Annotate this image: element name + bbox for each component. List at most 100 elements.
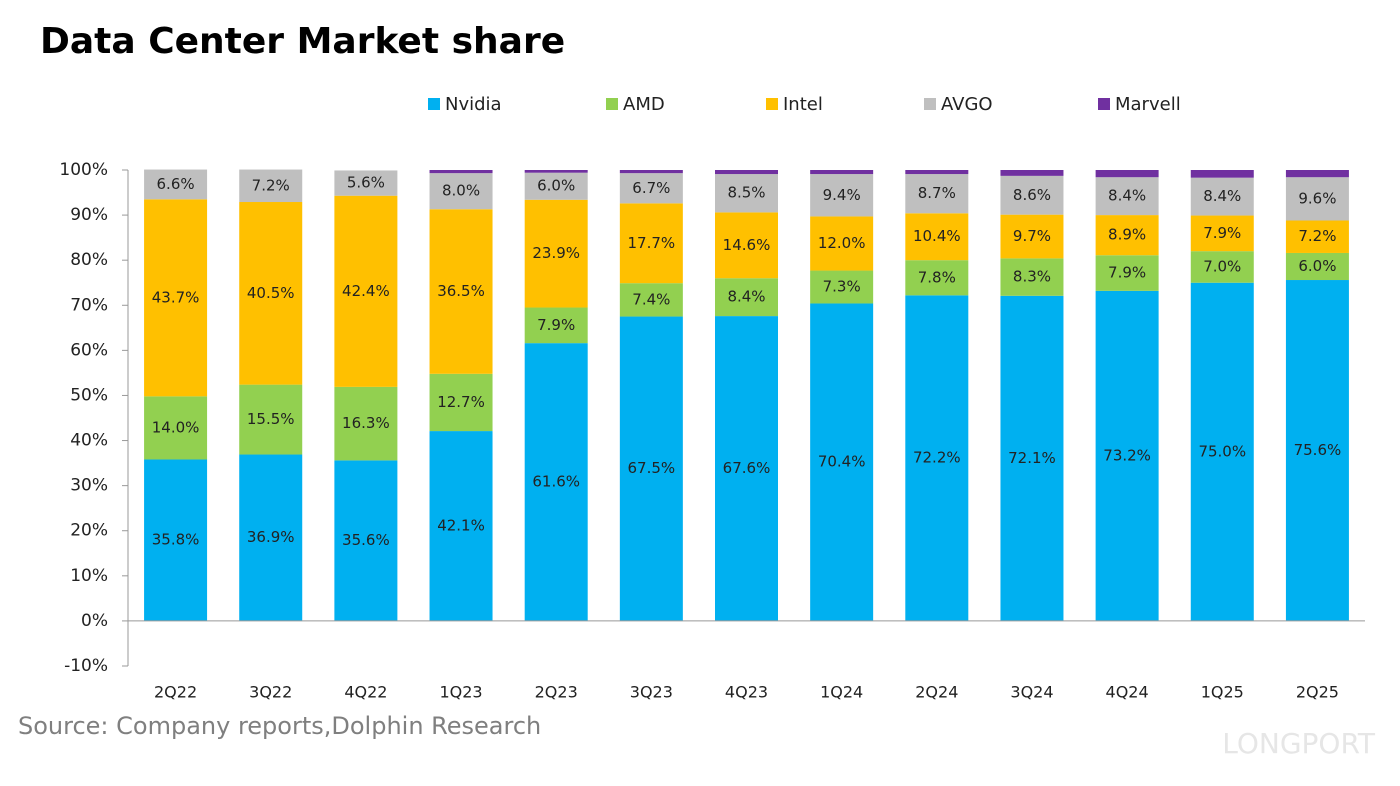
y-tick-label: 40% [70,431,108,451]
bar-segment [905,260,969,296]
x-tick-label: 1Q23 [439,683,482,702]
legend-label: Marvell [1115,94,1181,115]
data-label: 7.2% [1298,227,1336,245]
legend-swatch [924,98,936,110]
legend-label: Nvidia [445,94,502,115]
bar-segment [1095,255,1159,291]
bar-segment [1285,177,1349,221]
bar-segment [1190,251,1254,283]
data-label: 35.6% [342,531,390,549]
bar-segment [810,303,874,621]
y-tick-label: 60% [70,340,108,360]
bar-segment [1095,170,1159,178]
bar-segment [239,454,303,621]
legend-swatch [606,98,618,110]
bar-segment [1190,177,1254,216]
data-label: 9.6% [1298,189,1336,207]
data-label: 7.9% [1108,264,1146,282]
data-label: 36.9% [247,528,295,546]
data-label: 7.4% [632,290,670,308]
chart-title: Data Center Market share [40,21,565,62]
bar-segment [1000,214,1064,259]
x-tick-label: 4Q23 [725,683,768,702]
data-label: 6.7% [632,179,670,197]
data-label: 67.5% [628,459,676,477]
data-label: 73.2% [1103,446,1151,464]
bar-segment [144,199,208,397]
y-tick-label: 0% [81,611,108,631]
data-label: 6.0% [1298,257,1336,275]
bar-segment [1095,177,1159,216]
data-label: 10.4% [913,227,961,245]
x-tick-label: 3Q23 [630,683,673,702]
x-tick-label: 1Q24 [820,683,863,702]
bar-segment [715,278,778,317]
data-label: 8.0% [442,182,480,200]
data-label: 6.6% [157,175,195,193]
bar-segment [429,373,493,432]
bar-segment [144,459,208,621]
data-label: 8.5% [727,184,765,202]
legend-label: AVGO [941,94,993,115]
data-label: 12.7% [437,393,485,411]
data-label: 16.3% [342,414,390,432]
bar-segment [429,209,493,374]
bar-segment [810,216,874,271]
bar-segment [1285,170,1349,178]
data-label: 42.1% [437,516,485,534]
bar-segment [619,283,683,317]
bar-segment [524,199,588,308]
bar-segment [619,316,683,621]
bar-segment [334,386,398,461]
x-tick-label: 2Q22 [154,683,197,702]
bar-segment [905,213,969,261]
y-tick-label: 30% [70,476,108,496]
bar-segment [905,170,969,175]
data-label: 15.5% [247,410,295,428]
bar-segment [1190,282,1254,621]
data-label: 8.4% [727,288,765,306]
bar-segment [905,295,969,621]
data-label: 8.9% [1108,226,1146,244]
data-label: 36.5% [437,282,485,300]
bar-segment [1190,215,1254,252]
data-label: 7.0% [1203,257,1241,275]
data-label: 17.7% [628,234,676,252]
y-tick-label: 100% [59,160,108,180]
bar-segment [1095,215,1159,256]
data-label: 14.0% [152,418,200,436]
source: Source: Company reports,Dolphin Research [18,712,541,740]
x-tick-label: 2Q25 [1296,683,1339,702]
data-label: 40.5% [247,284,295,302]
x-tick-label: 3Q24 [1010,683,1053,702]
legend-label: Intel [783,94,823,115]
bar-segment [715,174,778,213]
data-label: 61.6% [532,473,580,491]
bar-segment [1000,295,1064,621]
bar-segment [1190,170,1254,178]
data-label: 23.9% [532,244,580,262]
data-label: 8.4% [1203,187,1241,205]
data-label: 42.4% [342,282,390,300]
data-label: 5.6% [347,174,385,192]
watermark: LONGPORT [1222,727,1376,760]
bar-segment [810,174,874,217]
data-label: 75.6% [1294,441,1342,459]
bar-segment [239,384,303,455]
x-tick-label: 2Q24 [915,683,958,702]
data-label: 7.3% [823,278,861,296]
bar-segment [524,170,588,173]
bar-segment [1285,280,1349,621]
y-tick-label: 80% [70,250,108,270]
legend-swatch [766,98,778,110]
data-label: 67.6% [723,459,771,477]
bar-segment [715,212,778,279]
data-label: 43.7% [152,288,200,306]
bar-segment [144,396,208,460]
data-label: 7.2% [252,176,290,194]
data-label: 35.8% [152,531,200,549]
data-label: 70.4% [818,453,866,471]
x-tick-label: 1Q25 [1201,683,1244,702]
